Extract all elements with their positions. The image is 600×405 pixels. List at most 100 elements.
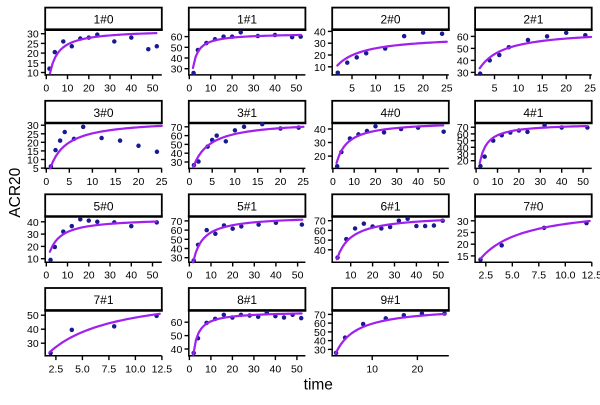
svg-text:70: 70 — [171, 122, 183, 134]
svg-text:2.5: 2.5 — [49, 363, 64, 375]
svg-text:0: 0 — [186, 82, 192, 94]
svg-text:20: 20 — [370, 176, 382, 188]
svg-text:50: 50 — [314, 327, 326, 339]
svg-text:40: 40 — [171, 53, 183, 65]
svg-text:15: 15 — [252, 176, 264, 188]
svg-text:20: 20 — [417, 82, 429, 94]
svg-text:60: 60 — [171, 32, 183, 44]
svg-text:25: 25 — [27, 129, 39, 141]
svg-text:60: 60 — [314, 318, 326, 330]
svg-text:30: 30 — [314, 138, 326, 150]
svg-text:60: 60 — [457, 129, 469, 141]
svg-text:3#1: 3#1 — [237, 106, 257, 120]
svg-text:50: 50 — [457, 136, 469, 148]
svg-text:60: 60 — [171, 131, 183, 143]
svg-text:10: 10 — [366, 363, 378, 375]
svg-text:30: 30 — [534, 176, 546, 188]
svg-text:20: 20 — [560, 82, 572, 94]
svg-text:30: 30 — [27, 229, 39, 241]
svg-text:30: 30 — [457, 216, 469, 228]
svg-text:5: 5 — [492, 82, 498, 94]
svg-text:40: 40 — [314, 124, 326, 136]
svg-text:8#1: 8#1 — [237, 293, 257, 307]
svg-text:20: 20 — [83, 270, 95, 282]
svg-text:30: 30 — [457, 149, 469, 161]
svg-text:10: 10 — [229, 176, 241, 188]
svg-text:40: 40 — [171, 344, 183, 356]
svg-text:30: 30 — [389, 270, 401, 282]
svg-text:40: 40 — [270, 270, 282, 282]
svg-text:30: 30 — [391, 176, 403, 188]
svg-text:0: 0 — [186, 176, 192, 188]
svg-text:50: 50 — [27, 310, 39, 322]
svg-text:0: 0 — [43, 176, 49, 188]
svg-text:40: 40 — [269, 82, 281, 94]
svg-text:25: 25 — [297, 176, 309, 188]
svg-text:10: 10 — [27, 254, 39, 266]
svg-text:5: 5 — [33, 163, 39, 175]
svg-text:30: 30 — [104, 270, 116, 282]
svg-text:50: 50 — [291, 82, 303, 94]
svg-text:30: 30 — [248, 82, 260, 94]
svg-text:10: 10 — [492, 176, 504, 188]
svg-text:20: 20 — [367, 270, 379, 282]
svg-text:12.5: 12.5 — [152, 363, 173, 375]
svg-text:70: 70 — [171, 216, 183, 228]
svg-text:70: 70 — [457, 122, 469, 134]
svg-text:40: 40 — [457, 142, 469, 154]
svg-text:40: 40 — [314, 245, 326, 257]
svg-text:20: 20 — [83, 82, 95, 94]
svg-text:7#1: 7#1 — [93, 293, 113, 307]
svg-text:10: 10 — [27, 155, 39, 167]
svg-text:20: 20 — [412, 363, 424, 375]
svg-text:30: 30 — [457, 67, 469, 79]
svg-text:5: 5 — [66, 176, 72, 188]
svg-text:20: 20 — [27, 241, 39, 253]
svg-text:10.0: 10.0 — [125, 363, 146, 375]
svg-text:30: 30 — [171, 253, 183, 265]
svg-text:7.5: 7.5 — [531, 270, 546, 282]
svg-text:10.0: 10.0 — [555, 270, 576, 282]
svg-text:20: 20 — [457, 239, 469, 251]
svg-text:10: 10 — [345, 270, 357, 282]
svg-text:20: 20 — [133, 176, 145, 188]
svg-text:20: 20 — [227, 270, 239, 282]
svg-text:0: 0 — [186, 270, 192, 282]
svg-text:25: 25 — [156, 176, 168, 188]
svg-text:40: 40 — [457, 55, 469, 67]
svg-text:20: 20 — [513, 176, 525, 188]
svg-text:30: 30 — [171, 157, 183, 169]
svg-text:40: 40 — [411, 270, 423, 282]
svg-text:30: 30 — [314, 38, 326, 50]
svg-text:50: 50 — [434, 176, 446, 188]
svg-text:50: 50 — [171, 42, 183, 54]
svg-text:2#1: 2#1 — [523, 13, 543, 27]
svg-text:50: 50 — [457, 43, 469, 55]
svg-text:4#0: 4#0 — [380, 106, 400, 120]
svg-text:0: 0 — [43, 82, 49, 94]
svg-text:1#0: 1#0 — [93, 13, 113, 27]
svg-text:20: 20 — [27, 48, 39, 60]
svg-text:25: 25 — [584, 82, 596, 94]
svg-text:40: 40 — [27, 324, 39, 336]
svg-text:50: 50 — [171, 139, 183, 151]
svg-text:30: 30 — [171, 64, 183, 76]
svg-text:20: 20 — [314, 50, 326, 62]
svg-text:10: 10 — [87, 176, 99, 188]
svg-text:30: 30 — [27, 338, 39, 350]
svg-text:2.5: 2.5 — [478, 270, 493, 282]
svg-text:40: 40 — [314, 336, 326, 348]
svg-text:10: 10 — [348, 176, 360, 188]
svg-text:40: 40 — [171, 244, 183, 256]
svg-text:10: 10 — [370, 82, 382, 94]
svg-text:30: 30 — [27, 29, 39, 41]
svg-text:0: 0 — [43, 270, 49, 282]
svg-text:20: 20 — [275, 176, 287, 188]
svg-text:20: 20 — [27, 137, 39, 149]
svg-text:20: 20 — [227, 363, 239, 375]
svg-text:25: 25 — [457, 228, 469, 240]
svg-text:10: 10 — [314, 62, 326, 74]
svg-text:20: 20 — [457, 156, 469, 168]
svg-text:10: 10 — [62, 82, 74, 94]
svg-text:70: 70 — [314, 309, 326, 321]
